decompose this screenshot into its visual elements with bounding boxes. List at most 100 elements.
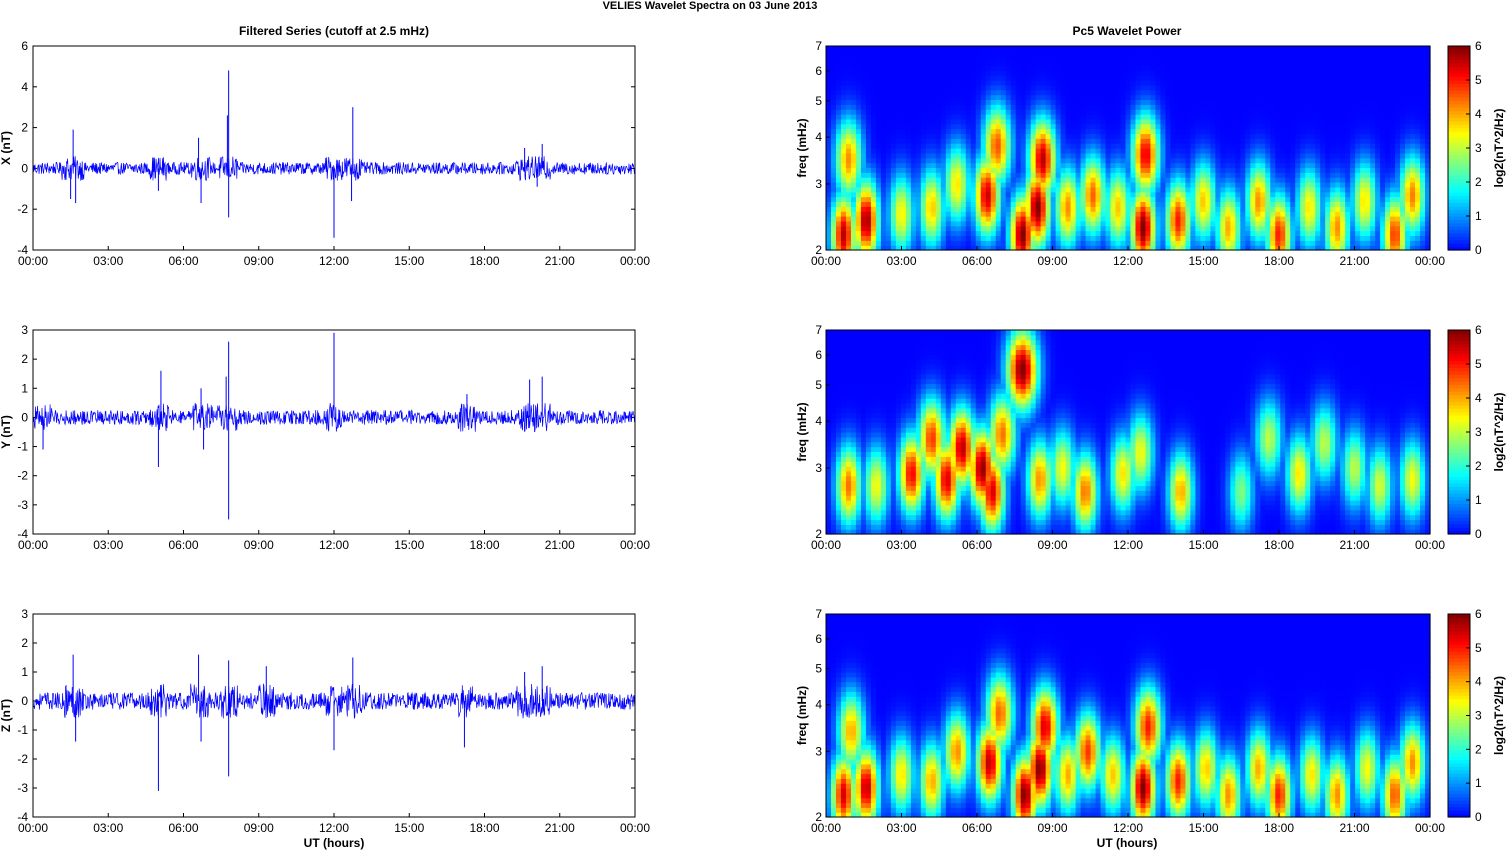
heatmap-cell [890,109,897,115]
heatmap-cell [1065,80,1072,86]
heatmap-cell [985,99,992,105]
heatmap-cell [1315,133,1321,139]
heatmap-cell [1410,177,1416,183]
heatmap-cell [1260,211,1266,217]
heatmap-cell [990,186,997,193]
heatmap-cell [1060,104,1067,110]
heatmap-cell [1055,65,1062,71]
heatmap-cell [1135,216,1142,222]
heatmap-cell [1065,75,1072,81]
heatmap-cell [1090,84,1097,91]
heatmap-cell [1235,191,1241,198]
heatmap-cell [935,118,942,125]
heatmap-cell [905,196,912,203]
heatmap-cell [1115,157,1122,164]
heatmap-cell [1015,216,1022,222]
heatmap-cell [1235,94,1241,101]
heatmap-cell [1100,245,1107,251]
heatmap-cell [1105,55,1112,62]
heatmap-cell [1030,133,1037,139]
heatmap-cell [1350,206,1356,212]
heatmap-cell [955,138,962,144]
heatmap-cell [965,186,972,193]
heatmap-cell [1030,216,1037,222]
heatmap-cell [1390,99,1396,105]
heatmap-cell [1225,99,1231,105]
heatmap-cell [890,157,897,164]
heatmap-cell [1300,104,1306,110]
heatmap-cell [900,206,907,212]
heatmap-cell [1180,211,1186,217]
heatmap-cell [860,94,867,101]
heatmap-cell [1400,235,1406,241]
heatmap-cell [960,235,967,241]
heatmap-cell [1030,157,1037,164]
heatmap-cell [875,177,882,183]
heatmap-cell [1040,240,1047,246]
heatmap-cell [1250,138,1256,144]
heatmap-cell [855,182,862,188]
heatmap-cell [1165,225,1172,232]
heatmap-cell [875,172,882,178]
ytick-label: 2 [21,636,28,650]
heatmap-cell [1380,60,1386,67]
heatmap-cell [995,177,1002,183]
heatmap-cell [930,211,937,217]
heatmap-cell [1310,60,1316,67]
heatmap-cell [985,123,992,130]
heatmap-cell [960,152,967,159]
heatmap-cell [1365,128,1371,135]
heatmap-cell [1205,220,1211,227]
heatmap-cell [965,143,972,149]
heatmap-cell [1235,65,1241,71]
heatmap-cell [830,162,837,169]
heatmap-cell [1300,186,1306,193]
heatmap-cell [1240,240,1246,246]
heatmap-cell [890,201,897,207]
heatmap-cell [1240,80,1246,86]
heatmap-cell [1020,240,1027,246]
heatmap-cell [965,245,972,251]
heatmap-cell [1150,235,1157,241]
heatmap-cell [1180,206,1186,212]
heatmap-cell [1255,60,1261,67]
heatmap-cell [1220,182,1226,188]
heatmap-cell [950,225,957,232]
heatmap-cell [1295,177,1301,183]
heatmap-cell [1055,75,1062,81]
heatmap-cell [905,114,912,120]
heatmap-cell [1355,230,1361,237]
heatmap-cell [985,211,992,217]
heatmap-cell [955,109,962,115]
heatmap-cell [1415,172,1421,178]
heatmap-cell [975,191,982,198]
heatmap-cell [1165,235,1172,241]
heatmap-cell [970,235,977,241]
heatmap-cell [1310,118,1316,125]
heatmap-cell [930,225,937,232]
heatmap-cell [860,138,867,144]
heatmap-cell [880,245,887,251]
heatmap-cell [1375,152,1381,159]
heatmap-cell [1425,230,1431,237]
heatmap-cell [1290,240,1296,246]
heatmap-cell [870,152,877,159]
heatmap-cell [1135,128,1142,135]
heatmap-cell [1090,206,1097,212]
heatmap-cell [1125,206,1132,212]
heatmap-cell [1095,201,1102,207]
heatmap-cell [1070,104,1077,110]
heatmap-cell [1210,143,1216,149]
heatmap-cell [1390,118,1396,125]
heatmap-cell [835,128,842,135]
heatmap-cell [935,143,942,149]
heatmap-cell [970,133,977,139]
heatmap-cell [1130,211,1137,217]
heatmap-cell [895,123,902,130]
heatmap-cell [1250,70,1256,76]
heatmap-cell [1220,84,1226,91]
heatmap-cell [1270,84,1276,91]
heatmap-cell [1075,104,1082,110]
heatmap-cell [1280,216,1286,222]
heatmap-cell [1050,133,1057,139]
